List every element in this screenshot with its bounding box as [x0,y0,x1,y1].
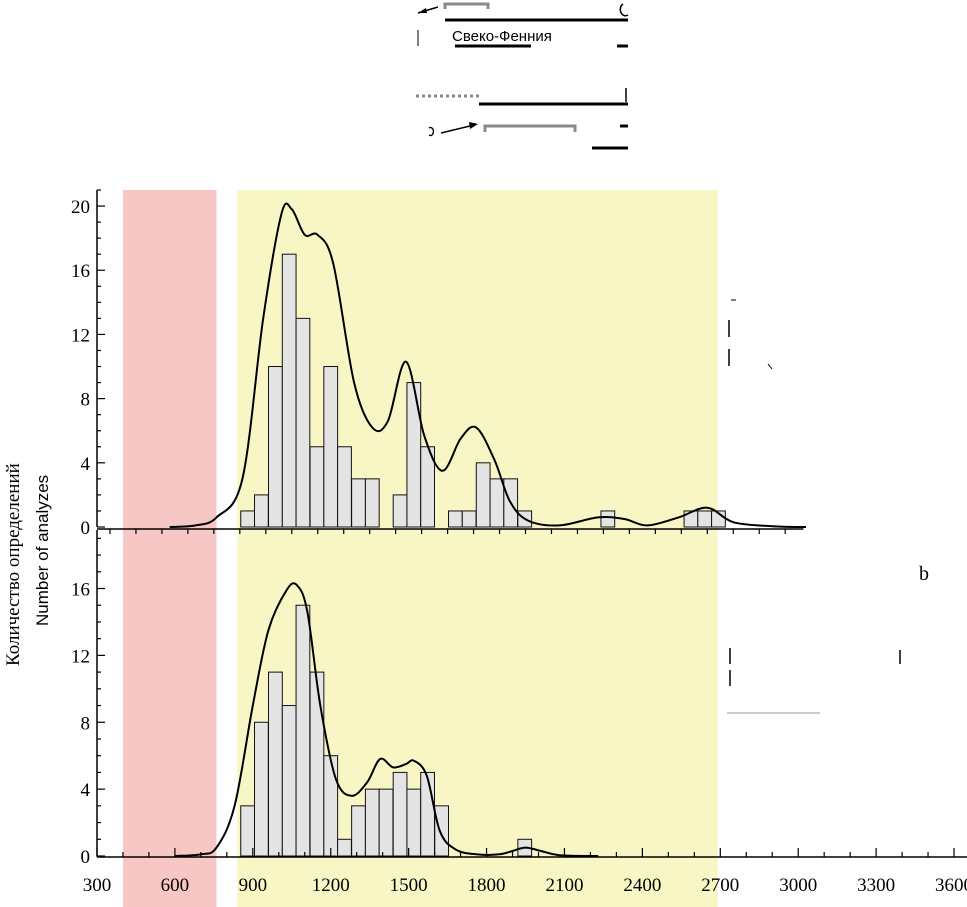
bar-3 [281,253,297,528]
bar-13 [420,771,435,857]
x-tick-label: 2700 [701,875,739,896]
bar-7 [337,446,352,528]
bar-13 [448,510,463,528]
histogram-panel-top: 0 4 8 12 16 20 [71,189,807,539]
bar-11 [406,382,422,528]
bar-10 [392,494,408,528]
scheme-mark-1 [619,3,629,17]
bar-9 [364,788,380,857]
histogram-panel-bottom: 0 4 8 12 16 b [71,530,929,868]
bar-15 [475,462,491,528]
bar-20 [683,510,699,528]
bar-8 [351,805,366,857]
bar-0 [240,510,256,528]
bar-7 [337,838,352,857]
y-tick-label: 4 [81,454,91,475]
x-tick-label: 3000 [779,875,817,896]
bar-11 [392,771,408,857]
y-tick-label: 20 [71,197,90,218]
y-axis-label-ru: Количество определений [3,463,24,666]
x-tick-label: 600 [161,875,190,896]
bar-16 [489,478,505,528]
bar-2 [268,366,283,528]
legend-fragments [727,299,901,714]
x-tick-label: 2100 [545,875,583,896]
bar-14 [434,805,450,857]
bar-9 [364,478,380,528]
bar-5 [309,446,325,528]
bar-19 [600,510,616,528]
y-tick-label: 16 [71,580,90,601]
scheme-arrowhead-2 [469,122,478,129]
y-tick-label: 12 [71,646,90,667]
y-tick-label: 16 [71,261,90,282]
x-tick-label: 3300 [857,875,895,896]
bar-8 [351,478,366,528]
svecofennia-label: Свеко-Фенния [452,28,552,45]
bar-1 [254,494,269,528]
y-tick-label: 0 [81,847,91,868]
x-tick-label: 900 [239,875,268,896]
x-tick-label: 1200 [312,875,350,896]
bar-21 [697,510,713,528]
y-axis-label-en: Number of analyzes [33,475,52,626]
age-band-0 [122,190,217,907]
scheme-mark-2 [428,126,435,137]
x-axis: 300 600 900 1200 1500 1800 2100 2400 2700 3000 330… [83,848,967,896]
x-tick-label: 2400 [623,875,661,896]
bar-14 [461,510,477,528]
panel-letter: b [919,563,929,585]
bar-5 [309,671,325,857]
density-curve [174,582,599,857]
x-tick-label: 3600 [935,875,967,896]
bar-12 [406,788,422,857]
y-tick-label: 8 [81,713,91,734]
y-tick-label: 12 [71,325,90,346]
y-tick-label: 0 [81,518,91,539]
density-curve [169,202,807,528]
x-tick-label: 1800 [468,875,506,896]
bar-6 [323,755,339,857]
scheme-bracket-1 [443,2,490,9]
frag-line-a4 [767,363,773,370]
bar-10 [378,788,394,857]
scheme-arrow-2 [440,125,471,134]
bar-1 [254,721,269,857]
top-scheme-fragment: Свеко-Фенния [416,2,629,150]
x-tick-label: 1500 [390,875,428,896]
bar-6 [323,366,339,528]
y-tick-label: 4 [81,780,91,801]
scheme-arrowhead-1 [418,8,427,13]
y-tick-label: 8 [81,390,91,411]
scheme-bracket-2 [483,124,577,132]
x-tick-label: 300 [83,875,112,896]
bar-2 [268,671,283,857]
bar-4 [295,317,311,528]
bar-3 [281,705,297,857]
bar-4 [295,604,311,857]
